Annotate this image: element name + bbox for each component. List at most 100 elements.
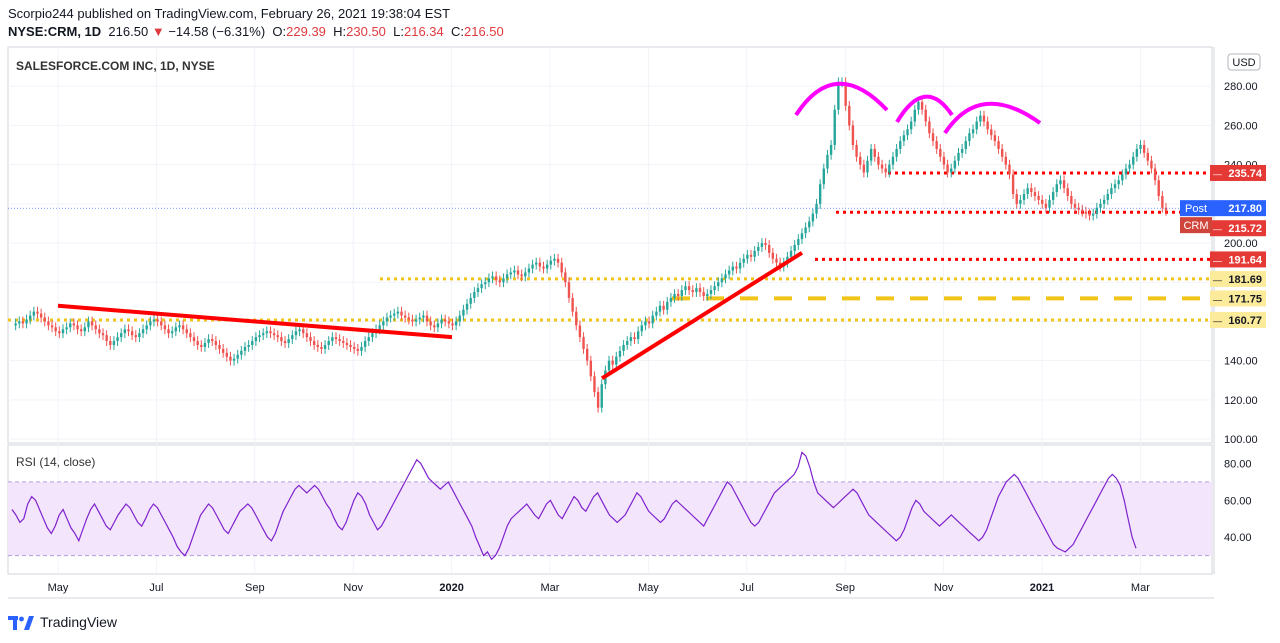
candle-body: [644, 321, 647, 326]
candle-body: [826, 154, 829, 169]
candle-body: [1059, 180, 1062, 185]
right-shoulder-arc: [943, 101, 1042, 135]
candle-body: [251, 341, 254, 345]
price-chart[interactable]: 100.00120.00140.00160.00180.00200.00220.…: [0, 0, 1280, 610]
candle-body: [47, 321, 50, 326]
candle-body: [1091, 213, 1095, 216]
candle-body: [687, 286, 691, 291]
candle-body: [764, 243, 767, 245]
candle-body: [695, 288, 698, 293]
candle-body: [1011, 174, 1015, 195]
candle-body: [272, 333, 276, 336]
level-price-tick: —: [1213, 275, 1222, 285]
candle-body: [141, 329, 145, 334]
candle-body: [229, 356, 232, 361]
candle-body: [225, 352, 228, 357]
rsi-band: [8, 481, 1212, 556]
candle-body: [280, 337, 283, 342]
candle-body: [753, 250, 756, 257]
candle-body: [702, 292, 705, 296]
candle-body: [899, 141, 902, 149]
candle-body: [746, 254, 749, 259]
candle-body: [32, 311, 36, 316]
candle-body: [553, 258, 556, 261]
close-label: C:: [450, 24, 464, 39]
candle-body: [50, 325, 54, 328]
candle-body: [305, 333, 309, 338]
candle-body: [363, 341, 367, 347]
candle-body: [98, 329, 101, 334]
candle-body: [673, 294, 676, 298]
candle-body: [72, 323, 76, 326]
candle-body: [411, 319, 414, 322]
candle-body: [302, 329, 305, 334]
candle-body: [196, 341, 199, 345]
candle-body: [990, 129, 993, 136]
candle-body: [891, 156, 895, 165]
candle-body: [214, 341, 218, 345]
candle-body: [181, 325, 185, 330]
candle-body: [658, 305, 662, 312]
candle-body: [487, 278, 491, 283]
candle-body: [837, 82, 840, 110]
rsi-tick-label: 80.00: [1224, 458, 1252, 470]
candle-body: [1026, 188, 1029, 195]
candle-body: [14, 323, 17, 326]
candle-body: [731, 266, 734, 271]
candle-body: [815, 203, 818, 214]
tradingview-footer[interactable]: TradingView: [8, 614, 117, 630]
candle-body: [575, 311, 578, 326]
candle-body: [167, 329, 170, 334]
post-price-text: 217.80: [1228, 203, 1262, 215]
candle-body: [742, 258, 745, 263]
candle-body: [975, 121, 978, 130]
candle-body: [61, 329, 65, 334]
level-price-tick: —: [1213, 224, 1222, 234]
candle-body: [221, 348, 225, 353]
candle-body: [1048, 199, 1051, 208]
candle-body: [236, 354, 239, 359]
candle-body: [160, 321, 163, 326]
candle-body: [771, 252, 775, 259]
candle-body: [767, 245, 771, 253]
candle-body: [356, 348, 360, 351]
candle-body: [1066, 188, 1069, 196]
candle-body: [1128, 164, 1131, 169]
time-tick-label: Sep: [245, 582, 265, 594]
candle-body: [935, 141, 938, 149]
candle-body: [884, 168, 887, 173]
level-price-label: [1210, 164, 1266, 181]
candle-body: [622, 344, 625, 351]
candle-body: [1153, 168, 1157, 181]
candle-body: [607, 360, 611, 371]
candle-body: [931, 133, 935, 142]
time-tick-label: Jul: [740, 582, 754, 594]
candle-body: [531, 264, 534, 269]
candle-body: [789, 250, 793, 257]
candle-body: [844, 82, 847, 106]
candle-body: [378, 325, 381, 330]
price-tick-label: 100.00: [1224, 434, 1258, 446]
candle-body: [545, 264, 549, 269]
symbol-label[interactable]: NYSE:CRM, 1D: [8, 24, 102, 39]
candle-body: [414, 319, 418, 322]
time-tick-label: May: [638, 582, 659, 594]
candle-body: [1044, 203, 1048, 208]
candle-body: [902, 135, 906, 142]
candle-body: [25, 319, 28, 324]
candle-body: [447, 321, 451, 324]
candle-body: [800, 233, 804, 240]
candle-body: [152, 319, 156, 322]
time-tick-label: 2021: [1030, 582, 1054, 594]
candle-body: [1081, 209, 1084, 212]
time-tick-label: Sep: [835, 582, 855, 594]
candle-body: [727, 270, 731, 275]
candle-body: [1110, 188, 1113, 195]
candle-body: [855, 145, 858, 157]
candle-body: [1150, 160, 1153, 169]
candle-body: [1033, 192, 1037, 196]
candle-body: [393, 313, 396, 316]
candle-body: [698, 288, 702, 293]
candle-body: [1142, 145, 1146, 153]
candle-body: [760, 243, 764, 247]
